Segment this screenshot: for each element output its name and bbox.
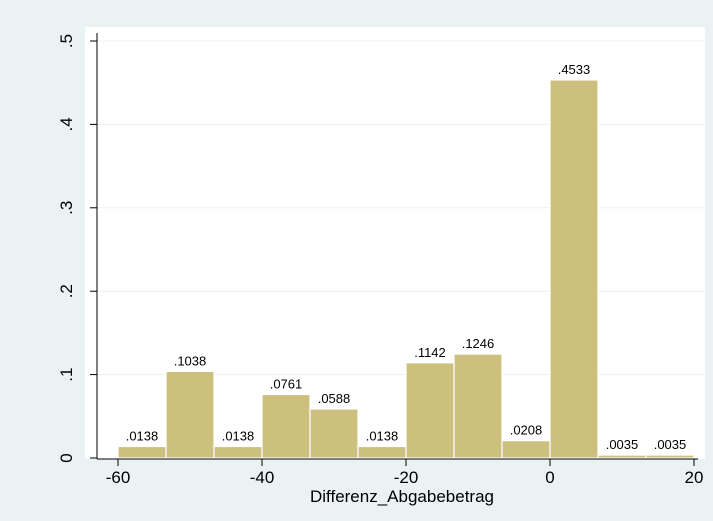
data-label: .0138 — [126, 428, 159, 443]
histogram-bar — [453, 353, 503, 459]
data-label: .0035 — [654, 437, 687, 452]
data-label: .0761 — [270, 377, 303, 392]
histogram-bar — [405, 362, 455, 459]
x-tick-label: -20 — [394, 468, 419, 487]
x-tick-label: -40 — [250, 468, 275, 487]
x-ticks: -60 -40 -20 0 20 — [106, 459, 704, 487]
histogram-bar — [165, 370, 215, 459]
y-tick-label: .4 — [57, 117, 76, 131]
histogram-bar — [597, 454, 647, 459]
histogram-bar — [357, 445, 407, 459]
histogram-bar — [309, 408, 359, 459]
histogram-bar — [645, 454, 695, 459]
histogram-bar — [213, 445, 263, 459]
data-label: .0035 — [606, 437, 639, 452]
histogram-bar — [549, 79, 599, 459]
data-label: .0208 — [510, 423, 543, 438]
y-tick-label: .2 — [57, 284, 76, 298]
y-ticks: 0 .1 .2 .3 .4 .5 — [57, 34, 97, 463]
y-tick-label: .1 — [57, 368, 76, 382]
y-tick-label: 0 — [57, 453, 76, 462]
x-axis-title: Differenz_Abgabebetrag — [310, 487, 494, 506]
histogram-bar — [117, 445, 167, 459]
data-label: .1246 — [462, 336, 495, 351]
data-label: .0138 — [366, 428, 399, 443]
data-labels: .0138 .1038 .0138 .0761 .0588 .0138 .1142 .1246… — [126, 62, 687, 452]
axes — [96, 33, 698, 460]
x-tick-label: 0 — [545, 468, 554, 487]
data-label: .1038 — [174, 353, 207, 368]
data-label: .0588 — [318, 391, 351, 406]
histogram-bar — [501, 440, 551, 459]
histogram-bar — [261, 393, 311, 459]
y-tick-label: .5 — [57, 34, 76, 48]
data-label: .4533 — [558, 62, 591, 77]
data-label: .0138 — [222, 428, 255, 443]
y-tick-label: .3 — [57, 201, 76, 215]
x-tick-label: 20 — [685, 468, 704, 487]
data-label: .1142 — [414, 345, 446, 360]
x-tick-label: -60 — [106, 468, 131, 487]
bars — [117, 79, 695, 459]
